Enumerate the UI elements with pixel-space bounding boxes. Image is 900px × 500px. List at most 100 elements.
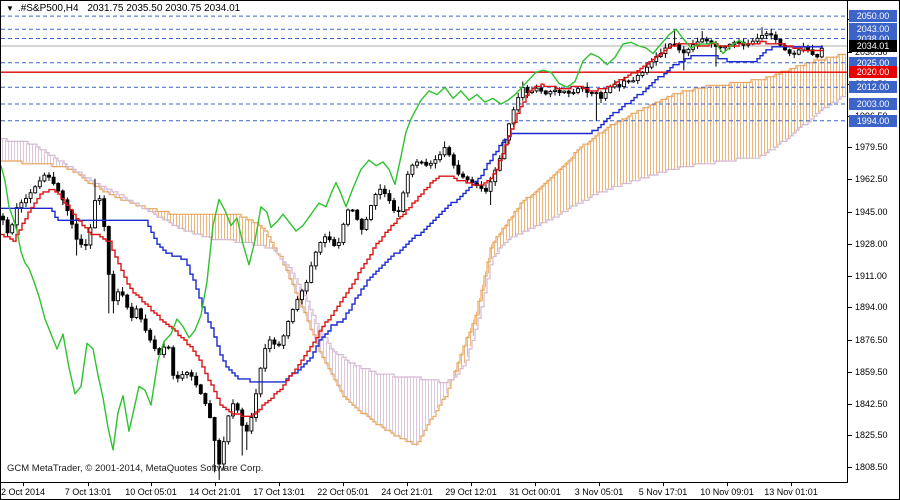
candle-body bbox=[548, 91, 553, 95]
candle-body bbox=[424, 161, 429, 166]
candle-body bbox=[83, 243, 88, 246]
candle-body bbox=[447, 147, 452, 156]
candle-body bbox=[341, 223, 346, 244]
candle-body bbox=[56, 183, 61, 192]
price-tick-label: 1859.50 bbox=[855, 366, 888, 377]
time-tick-mark bbox=[471, 483, 472, 486]
candle-body bbox=[295, 299, 300, 311]
price-level-badge: 2003.00 bbox=[849, 97, 897, 110]
chart-plot-area[interactable]: ▼ .#S&P500,H4 2031.75 2035.50 2030.75 203… bbox=[1, 1, 848, 483]
candle-body bbox=[635, 74, 640, 82]
candle-body bbox=[543, 90, 548, 95]
price-tick-mark bbox=[848, 403, 852, 405]
candle-body bbox=[562, 90, 567, 93]
candle-body bbox=[700, 38, 705, 43]
candle-body bbox=[392, 200, 396, 212]
price-chart-canvas[interactable] bbox=[1, 1, 847, 482]
candle-body bbox=[382, 188, 387, 195]
candle-body bbox=[267, 339, 272, 350]
candle-body bbox=[359, 218, 364, 230]
price-level-badge: 1994.00 bbox=[849, 114, 897, 127]
candle-body bbox=[313, 251, 318, 267]
time-tick-mark bbox=[88, 483, 89, 486]
symbol-ohlc-label: ▼ .#S&P500,H4 2031.75 2035.50 2030.75 203… bbox=[4, 3, 243, 14]
candle-body bbox=[309, 265, 314, 283]
candle-body bbox=[19, 202, 24, 209]
candle-body bbox=[300, 290, 304, 301]
candle-body bbox=[378, 188, 383, 195]
price-tick-label: 1962.50 bbox=[855, 174, 888, 185]
chikou-span-line bbox=[1, 28, 747, 451]
candle-body bbox=[111, 273, 116, 302]
candle-body bbox=[1, 215, 5, 221]
candle-body bbox=[456, 164, 461, 175]
candle-body bbox=[401, 192, 406, 212]
candle-body bbox=[686, 48, 691, 54]
time-tick-label: 7 Oct 13:01 bbox=[64, 487, 112, 497]
candle-body bbox=[599, 92, 603, 99]
time-tick-mark bbox=[151, 483, 152, 486]
price-level-badge: 2012.00 bbox=[849, 81, 897, 94]
candle-body bbox=[364, 218, 369, 230]
candle-body bbox=[415, 161, 419, 166]
candle-body bbox=[33, 186, 38, 194]
candle-body bbox=[815, 54, 820, 58]
time-tick-mark bbox=[279, 483, 280, 486]
price-tick-label: 1928.00 bbox=[855, 238, 888, 249]
kijun-sen-line bbox=[1, 46, 823, 383]
price-level-badge: 2043.00 bbox=[849, 23, 897, 36]
candle-body bbox=[88, 227, 93, 246]
candle-body bbox=[327, 236, 332, 241]
candle-body bbox=[589, 91, 594, 94]
candle-body bbox=[5, 219, 10, 234]
price-tick-label: 1842.50 bbox=[855, 398, 888, 409]
candle-body bbox=[212, 417, 217, 441]
candle-body bbox=[240, 409, 245, 426]
symbol-title: .#S&P500,H4 bbox=[17, 3, 79, 14]
candle-body bbox=[396, 210, 401, 213]
candle-body bbox=[162, 346, 166, 355]
candle-body bbox=[566, 90, 571, 94]
price-tick-mark bbox=[848, 371, 852, 373]
candle-body bbox=[488, 181, 493, 192]
candle-body bbox=[116, 291, 120, 302]
time-tick-label: 14 Oct 21:01 bbox=[189, 487, 241, 497]
candle-body bbox=[134, 308, 139, 318]
candle-body bbox=[442, 147, 447, 156]
time-tick-label: 24 Oct 21:01 bbox=[381, 487, 433, 497]
time-tick-mark bbox=[407, 483, 408, 486]
time-tick-mark bbox=[663, 483, 664, 486]
price-tick-label: 1979.50 bbox=[855, 142, 888, 153]
price-tick-label: 1945.00 bbox=[855, 206, 888, 217]
candle-body bbox=[681, 49, 686, 54]
candle-body bbox=[258, 367, 263, 395]
candle-body bbox=[755, 37, 760, 42]
time-tick-mark bbox=[727, 483, 728, 486]
ohlc-values: 2031.75 2035.50 2030.75 2034.01 bbox=[87, 3, 241, 14]
candle-body bbox=[304, 281, 309, 292]
time-tick-label: 10 Oct 05:01 bbox=[125, 487, 177, 497]
chevron-down-icon[interactable]: ▼ bbox=[6, 4, 14, 13]
candle-body bbox=[704, 38, 709, 42]
price-tick-mark bbox=[848, 147, 852, 149]
price-tick-label: 1876.50 bbox=[855, 335, 888, 346]
candle-body bbox=[332, 239, 337, 246]
price-tick-mark bbox=[848, 467, 852, 469]
candle-body bbox=[428, 162, 433, 166]
candle-body bbox=[369, 205, 373, 220]
candle-body bbox=[263, 348, 268, 369]
candle-body bbox=[42, 174, 47, 182]
candle-body bbox=[106, 226, 111, 275]
time-tick-mark bbox=[23, 483, 24, 486]
price-tick-mark bbox=[848, 243, 852, 245]
candle-body bbox=[350, 209, 355, 212]
time-axis[interactable]: 2 Oct 2014 7 Oct 13:01 10 Oct 05:01 14 Oct … bbox=[1, 483, 899, 499]
price-axis[interactable]: 2048.002030.502013.501996.501979.501962.… bbox=[848, 1, 899, 483]
time-tick-label: 5 Nov 17:01 bbox=[638, 487, 688, 497]
candle-body bbox=[102, 198, 107, 227]
candle-body bbox=[516, 97, 521, 111]
candle-body bbox=[645, 66, 649, 74]
candle-body bbox=[79, 238, 84, 245]
price-level-badge: 2050.00 bbox=[849, 10, 897, 23]
candle-body bbox=[143, 318, 148, 331]
